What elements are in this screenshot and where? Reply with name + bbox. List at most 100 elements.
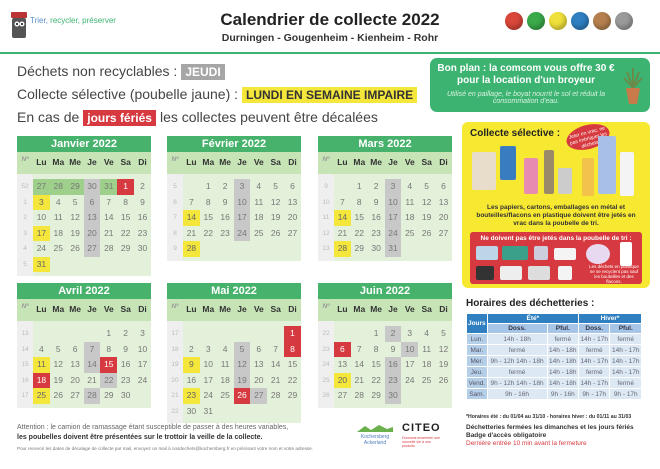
tray-icon bbox=[476, 266, 494, 280]
day-cell: 28 bbox=[270, 390, 281, 400]
day-cell: 25 bbox=[405, 227, 415, 238]
citeo-logo: CITEO bbox=[402, 422, 441, 434]
day-cell: 23 bbox=[183, 388, 200, 404]
day-cell: 28 bbox=[334, 241, 351, 257]
week-row: 8 21 22 23 24 25 26 27 bbox=[167, 225, 301, 241]
day-cell: 12 bbox=[233, 357, 251, 373]
jours-feries-badge: jours fériés bbox=[83, 110, 156, 126]
container-icon bbox=[500, 266, 522, 280]
day-cell: 3 bbox=[384, 179, 402, 195]
weekday-label: Je bbox=[388, 157, 398, 168]
month-calendar: Avril 2022 Nº Lu Ma Me Je Ve Sa Di 13 1 2 3 14 4 5 6 7 8 9 1… bbox=[17, 283, 151, 408]
day-cell: 3 bbox=[140, 328, 145, 338]
hours-cell: fermé bbox=[547, 334, 579, 344]
weekday-label: Di bbox=[138, 304, 147, 315]
week-number: 23 bbox=[322, 345, 330, 353]
badge-info: Badge d'accès obligatoire bbox=[466, 432, 547, 439]
week-number: 11 bbox=[322, 214, 330, 221]
kochersberg-logo-text: Kochersberg Ackerland bbox=[360, 434, 390, 446]
day-cell: 21 bbox=[104, 227, 114, 238]
day-cell: 9 bbox=[390, 343, 396, 354]
day-cell: 3 bbox=[33, 194, 50, 210]
day-label: Jeu. bbox=[467, 367, 487, 377]
day-cell: 9 bbox=[140, 196, 145, 207]
day-cell: 16 bbox=[371, 212, 381, 222]
hours-cell: fermé bbox=[487, 345, 547, 355]
day-cell bbox=[334, 179, 351, 195]
day-cell: 4 bbox=[424, 328, 429, 338]
day-cell: 7 bbox=[273, 343, 278, 354]
week-number: 10 bbox=[322, 198, 330, 206]
day-cell: 17 bbox=[33, 225, 50, 241]
day-cell: 10 bbox=[203, 359, 213, 369]
day-cell: 24 bbox=[203, 390, 213, 400]
day-cell: 8 bbox=[356, 196, 362, 207]
week-number: 9 bbox=[324, 183, 328, 190]
weekday-label: Sa bbox=[270, 304, 281, 315]
week-number: 4 bbox=[23, 245, 27, 252]
day-cell: 14 bbox=[104, 212, 114, 222]
day-cell bbox=[435, 241, 452, 257]
horaires-row: Lun. 14h - 18h fermé 14h - 17h fermé bbox=[467, 334, 641, 344]
day-cell: 2 bbox=[189, 343, 194, 354]
day-cell: 13 bbox=[254, 359, 264, 369]
day-cell: 1 bbox=[356, 181, 362, 191]
horaires-row: Sam. 9h - 16h 9h - 16h 9h - 17h 9h - 17h bbox=[467, 389, 641, 399]
day-cell: 25 bbox=[254, 227, 264, 238]
hours-cell: 14h - 18h bbox=[547, 345, 579, 355]
hours-cell: fermé bbox=[610, 334, 641, 344]
day-cell: 1 bbox=[373, 328, 379, 338]
day-cell bbox=[267, 404, 284, 420]
col-doss: Doss. bbox=[579, 324, 610, 333]
day-cell bbox=[401, 388, 418, 404]
weekday-label: Je bbox=[237, 157, 247, 168]
day-cell: 25 bbox=[220, 390, 230, 400]
week-row: 20 16 17 18 19 20 21 22 bbox=[167, 372, 301, 388]
month-title: Juin 2022 bbox=[318, 283, 452, 299]
week-number: 17 bbox=[21, 392, 29, 399]
weekday-label: Ma bbox=[353, 157, 366, 168]
can-icon bbox=[524, 158, 538, 194]
day-cell bbox=[267, 326, 284, 342]
info-collecte-selective: Collecte sélective (poubelle jaune) : LUN… bbox=[17, 86, 418, 103]
weekday-label: Sa bbox=[421, 157, 432, 168]
day-cell: 20 bbox=[83, 225, 101, 241]
day-cell: 2 bbox=[140, 181, 145, 191]
hours-cell: 14h - 17h bbox=[610, 367, 641, 377]
day-cell bbox=[334, 326, 351, 342]
day-cell: 26 bbox=[270, 227, 281, 238]
hours-cell: fermé bbox=[579, 345, 610, 355]
day-cell: 22 bbox=[371, 374, 381, 385]
day-cell bbox=[100, 257, 117, 273]
weekday-label: Nº bbox=[322, 156, 330, 163]
day-cell bbox=[67, 326, 84, 342]
day-cell: 14 bbox=[183, 210, 200, 226]
day-cell bbox=[217, 404, 234, 420]
day-cell: 19 bbox=[233, 372, 251, 388]
day-cell bbox=[435, 388, 452, 404]
week-row: 18 2 3 4 5 6 7 8 bbox=[167, 341, 301, 357]
week-number: 6 bbox=[173, 198, 177, 206]
day-cell bbox=[183, 326, 200, 342]
weekday-label: Je bbox=[87, 304, 97, 315]
bon-plan-title: Bon plan : la comcom vous offre 30 € pou… bbox=[437, 63, 615, 86]
week-number: 13 bbox=[322, 245, 330, 252]
week-number: 17 bbox=[171, 330, 179, 337]
week-number: 22 bbox=[171, 407, 179, 415]
week-row: 17 25 26 27 28 29 30 bbox=[17, 388, 151, 404]
day-cell: 30 bbox=[371, 243, 381, 253]
weekday-label: Sa bbox=[120, 304, 131, 315]
week-row: 9 28 bbox=[167, 241, 301, 257]
forbidden-note: Les déchets en plastique ne se recyclent… bbox=[589, 264, 639, 284]
container-icon bbox=[528, 266, 550, 280]
day-cell: 6 bbox=[290, 181, 295, 191]
horaires-row: Vend. 9h - 12h 14h - 18h 14h - 18h 14h - 17… bbox=[467, 378, 641, 388]
weekday-label: Ve bbox=[404, 304, 415, 315]
week-number: 22 bbox=[322, 330, 330, 337]
bin-color-ball bbox=[615, 12, 633, 30]
day-cell: 17 bbox=[233, 210, 251, 226]
week-row: 21 23 24 25 26 27 28 29 bbox=[167, 388, 301, 404]
day-cell: 10 bbox=[137, 343, 148, 354]
